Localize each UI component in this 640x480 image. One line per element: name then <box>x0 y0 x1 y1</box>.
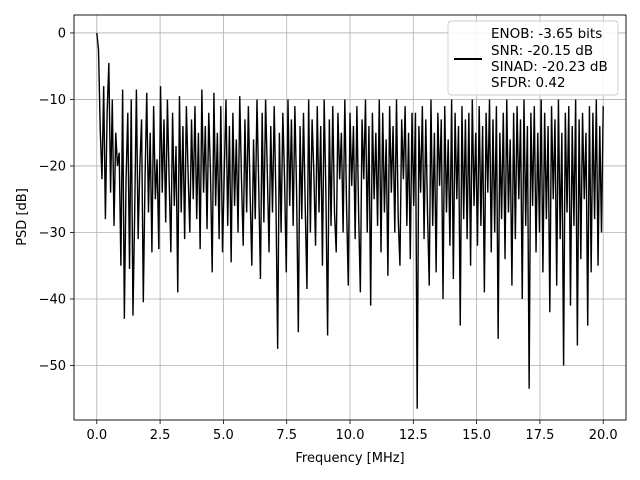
legend-sinad: SINAD: -20.23 dB <box>491 59 608 75</box>
y-axis-ticks: 0 −10 −20 −30 −40 −50 <box>39 26 74 374</box>
legend-snr: SNR: -20.15 dB <box>491 43 593 59</box>
legend-box <box>447 20 619 96</box>
y-tick-label: −30 <box>39 226 66 241</box>
y-tick-label: −20 <box>39 159 66 174</box>
x-tick-label: 20.0 <box>589 428 618 443</box>
x-tick-label: 2.5 <box>150 428 171 443</box>
psd-series-line <box>96 32 604 409</box>
y-axis-label: PSD [dB] <box>15 188 30 246</box>
plot-area-frame <box>73 14 627 421</box>
y-tick-label: −10 <box>39 93 66 108</box>
x-tick-label: 7.5 <box>276 428 297 443</box>
x-tick-label: 10.0 <box>336 428 365 443</box>
y-tick-label: −50 <box>39 359 66 374</box>
legend-enob: ENOB: -3.65 bits <box>491 26 602 42</box>
x-axis-ticks: 0.0 2.5 5.0 7.5 10.0 12.5 15.0 17.5 20.0 <box>86 420 618 443</box>
legend: ENOB: -3.65 bits SNR: -20.15 dB SINAD: -… <box>447 20 619 96</box>
x-tick-label: 15.0 <box>462 428 491 443</box>
legend-sfdr: SFDR: 0.42 <box>491 75 566 91</box>
x-axis-label: Frequency [MHz] <box>295 451 404 466</box>
x-tick-label: 12.5 <box>399 428 428 443</box>
y-tick-label: −40 <box>39 292 66 307</box>
x-tick-label: 17.5 <box>525 428 554 443</box>
x-tick-label: 0.0 <box>86 428 107 443</box>
x-tick-label: 5.0 <box>213 428 234 443</box>
y-tick-label: 0 <box>58 26 66 41</box>
